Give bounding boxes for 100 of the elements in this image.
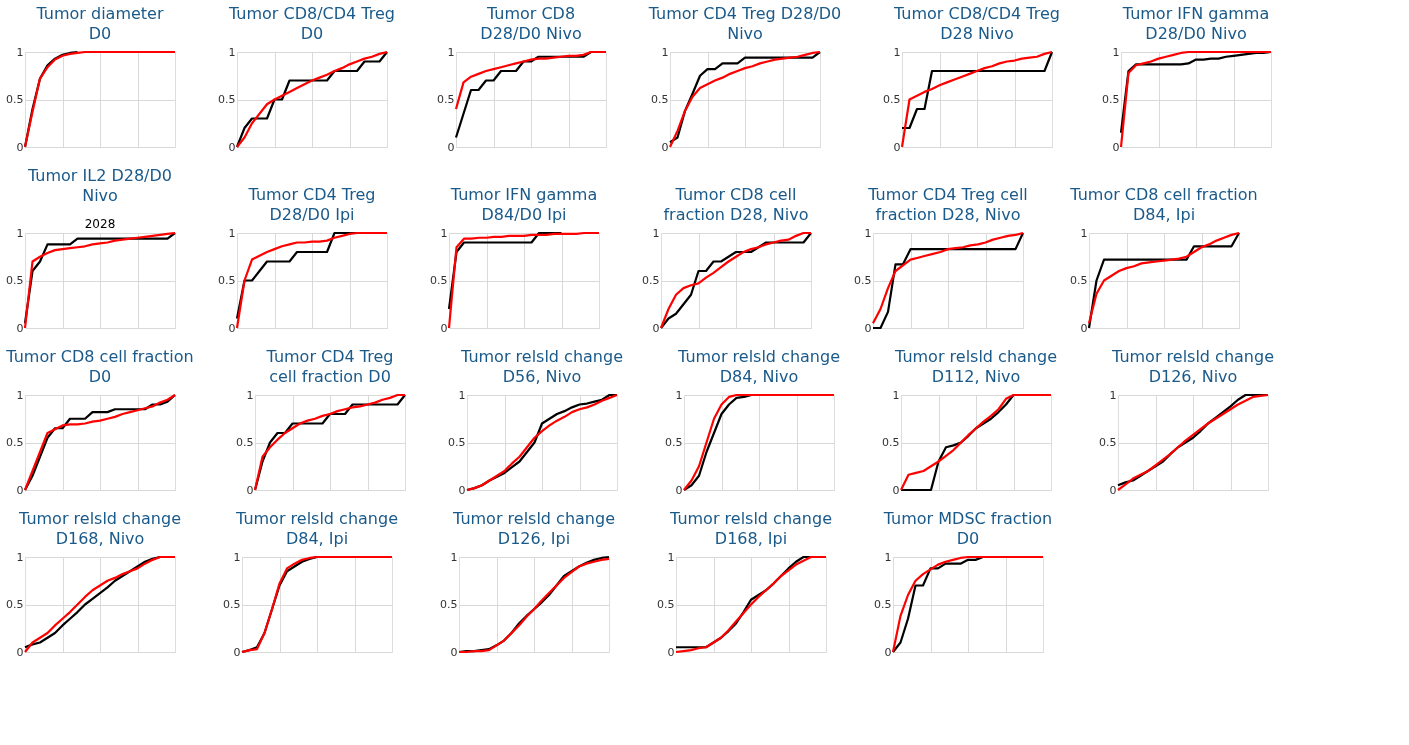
y-tick-label: 1	[652, 226, 660, 240]
y-tick-label: 0	[440, 321, 448, 335]
chart-title: Tumor relsld change D168, Ipi	[669, 509, 832, 548]
chart-title: Tumor CD8 D28/D0 Nivo	[480, 4, 582, 43]
line-series	[253, 393, 407, 492]
y-tick-label: 1	[892, 388, 900, 402]
y-tick-label: 0	[1109, 483, 1117, 497]
y-tick-label: 0.5	[6, 274, 24, 287]
y-tick-label: 0	[450, 645, 458, 659]
line-series	[23, 393, 177, 492]
y-tick-label: 1	[16, 388, 24, 402]
y-tick-label: 1	[1112, 45, 1120, 59]
y-tick-label: 1	[458, 388, 466, 402]
y-tick-label: 0	[893, 140, 901, 154]
chart-title: Tumor relsld change D84, Nivo	[677, 347, 840, 386]
y-tick-label: 1	[884, 550, 892, 564]
chart-title: Tumor IFN gamma D28/D0 Nivo	[1121, 4, 1270, 43]
y-tick-label: 0.5	[1099, 436, 1117, 449]
y-tick-label: 1	[675, 388, 683, 402]
y-tick-label: 0	[458, 483, 466, 497]
chart-title: Tumor CD8/CD4 Treg D28 Nivo	[893, 4, 1060, 43]
chart-title: Tumor relsld change D126, Ipi	[452, 509, 615, 548]
chart-title: Tumor CD4 Treg D28/D0 Ipi	[247, 185, 376, 224]
y-tick-label: 0.5	[430, 274, 448, 287]
line-series	[235, 231, 389, 330]
y-tick-label: 0	[447, 140, 455, 154]
chart-title: Tumor MDSC fraction D0	[882, 509, 1053, 548]
y-tick-label: 1	[1109, 388, 1117, 402]
y-tick-label: 0.5	[6, 93, 24, 106]
y-tick-label: 0	[16, 483, 24, 497]
chart-title: Tumor diameter D0	[35, 4, 164, 43]
y-tick-label: 0	[1112, 140, 1120, 154]
line-series	[240, 555, 394, 654]
y-tick-label: 1	[16, 45, 24, 59]
line-series	[659, 231, 813, 330]
line-series	[454, 50, 608, 111]
y-tick-label: 0.5	[657, 598, 675, 611]
y-tick-label: 0.5	[882, 436, 900, 449]
y-tick-label: 0	[228, 321, 236, 335]
y-tick-label: 0.5	[1102, 93, 1120, 106]
y-tick-label: 0.5	[223, 598, 241, 611]
line-series	[900, 50, 1054, 149]
y-tick-label: 0.5	[883, 93, 901, 106]
line-series	[682, 393, 753, 492]
chart-title: Tumor CD8 cell fraction D84, Ipi	[1069, 185, 1258, 224]
y-tick-label: 0	[661, 140, 669, 154]
y-tick-label: 0.5	[642, 274, 660, 287]
y-tick-label: 1	[246, 388, 254, 402]
chart-title: Tumor relsld change D112, Nivo	[894, 347, 1057, 386]
y-tick-label: 1	[864, 226, 872, 240]
y-tick-label: 0.5	[854, 274, 872, 287]
y-tick-label: 1	[233, 550, 241, 564]
y-tick-label: 1	[228, 45, 236, 59]
y-tick-label: 0	[667, 645, 675, 659]
chart-title: Tumor relsld change D168, Nivo	[18, 509, 181, 548]
y-tick-label: 1	[667, 550, 675, 564]
chart-title: Tumor relsld change D56, Nivo	[460, 347, 623, 386]
y-tick-label: 0.5	[874, 598, 892, 611]
line-series	[899, 393, 1015, 492]
y-tick-label: 1	[1080, 226, 1088, 240]
y-tick-label: 1	[440, 226, 448, 240]
y-tick-label: 0.5	[448, 436, 466, 449]
y-tick-label: 1	[661, 45, 669, 59]
y-tick-label: 0.5	[665, 436, 683, 449]
y-tick-label: 0.5	[6, 598, 24, 611]
line-series	[1119, 50, 1273, 149]
y-tick-label: 0	[1080, 321, 1088, 335]
line-series	[235, 50, 389, 149]
y-tick-label: 0	[246, 483, 254, 497]
y-tick-label: 0	[228, 140, 236, 154]
y-tick-label: 0.5	[651, 93, 669, 106]
y-tick-label: 0	[884, 645, 892, 659]
line-series	[891, 555, 985, 654]
line-series	[23, 50, 177, 149]
line-series	[682, 393, 836, 492]
y-tick-label: 1	[447, 45, 455, 59]
y-tick-label: 0.5	[440, 598, 458, 611]
text: 2028	[84, 217, 116, 231]
chart-title: Tumor CD4 Treg cell fraction D28, Nivo	[867, 185, 1028, 224]
y-tick-label: 0	[16, 321, 24, 335]
y-tick-label: 0.5	[437, 93, 455, 106]
chart-title: Tumor IL2 D28/D0 Nivo	[27, 166, 172, 205]
line-series	[891, 555, 1045, 654]
y-tick-label: 0	[16, 645, 24, 659]
chart-title: Tumor CD8 cell fraction D0	[5, 347, 194, 386]
y-tick-label: 0	[233, 645, 241, 659]
line-series	[454, 50, 593, 139]
y-tick-label: 0.5	[236, 436, 254, 449]
chart-title: Tumor CD4 Treg cell fraction D0	[265, 347, 394, 386]
y-tick-label: 0	[675, 483, 683, 497]
chart-title: Tumor CD4 Treg D28/D0 Nivo	[647, 4, 842, 43]
y-tick-label: 0	[892, 483, 900, 497]
y-tick-label: 1	[893, 45, 901, 59]
chart-title: Tumor CD8 cell fraction D28, Nivo	[663, 185, 809, 224]
y-tick-label: 0.5	[1070, 274, 1088, 287]
chart-title: Tumor relsld change D126, Nivo	[1111, 347, 1274, 386]
line-series	[447, 231, 563, 311]
y-tick-label: 0.5	[218, 93, 236, 106]
y-tick-label: 1	[450, 550, 458, 564]
y-tick-label: 1	[16, 550, 24, 564]
